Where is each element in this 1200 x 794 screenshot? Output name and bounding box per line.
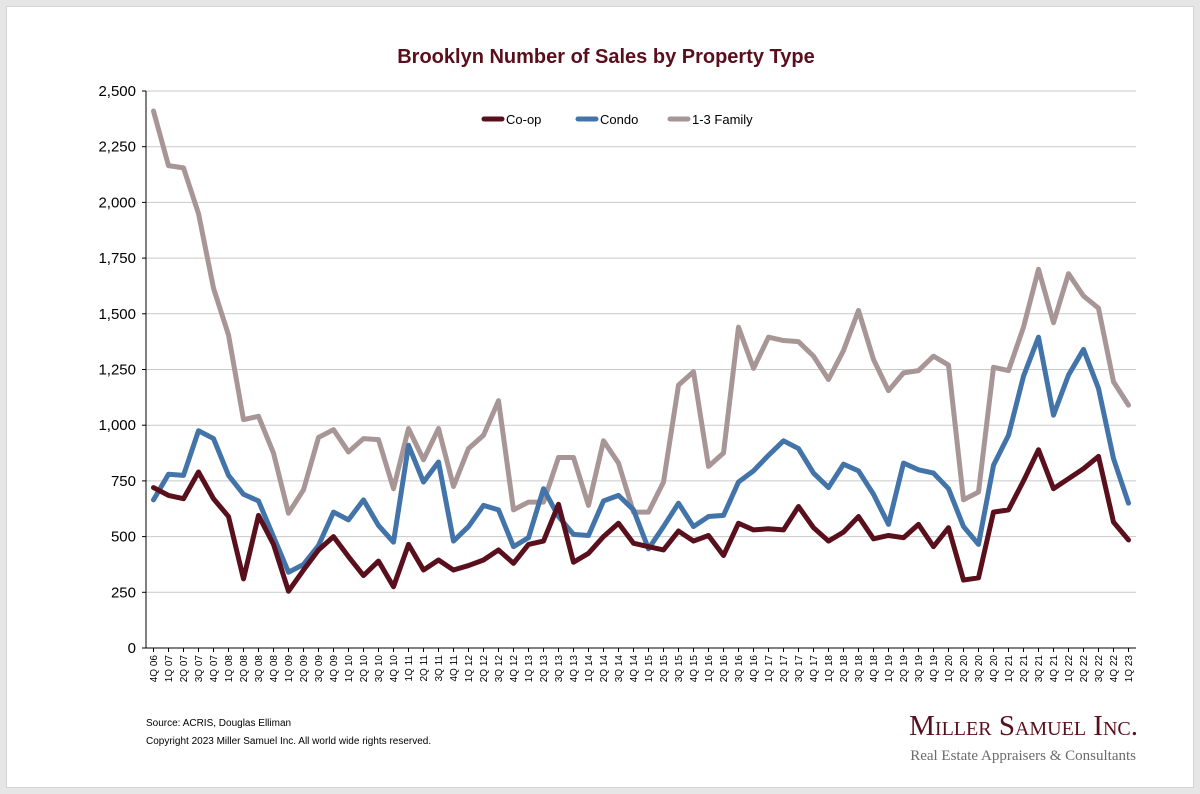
x-tick-label: 4Q 19: [929, 655, 940, 683]
x-tick-label: 2Q 20: [959, 655, 970, 683]
x-tick-label: 1Q 12: [464, 655, 475, 683]
x-tick-label: 3Q 09: [314, 655, 325, 683]
series-lines: [151, 108, 1131, 594]
y-tick-label: 1,500: [98, 306, 136, 323]
x-tick-label: 1Q 13: [524, 655, 535, 683]
x-tick-label: 2Q 19: [899, 655, 910, 683]
x-tick-label: 1Q 21: [1004, 655, 1015, 683]
x-tick-label: 4Q 16: [749, 655, 760, 683]
x-tick-label: 1Q 14: [584, 655, 595, 683]
x-tick-label: 3Q 08: [254, 655, 265, 683]
x-tick-label: 2Q 12: [479, 655, 490, 683]
x-tick-label: 3Q 14: [614, 655, 625, 683]
x-tick-label: 1Q 09: [284, 655, 295, 683]
chart-title: Brooklyn Number of Sales by Property Typ…: [397, 46, 815, 68]
x-tick-label: 3Q 15: [674, 655, 685, 683]
brand-logo-text: Miller Samuel Inc.: [909, 710, 1138, 742]
x-tick-label: 4Q 12: [509, 655, 520, 683]
x-tick-label: 4Q 17: [809, 655, 820, 683]
y-tick-label: 750: [111, 473, 136, 490]
x-tick-label: 3Q 10: [374, 655, 385, 683]
x-tick-label: 1Q 19: [884, 655, 895, 683]
x-tick-label: 4Q 14: [629, 655, 640, 683]
y-tick-label: 2,500: [98, 83, 136, 100]
y-tick-label: 0: [128, 640, 136, 657]
x-tick-label: 2Q 07: [179, 655, 190, 683]
series-line-condo: [151, 334, 1131, 575]
x-tick-label: 2Q 10: [359, 655, 370, 683]
x-tick-label: 1Q 15: [644, 655, 655, 683]
y-tick-label: 250: [111, 584, 136, 601]
x-tick-label: 3Q 17: [794, 655, 805, 683]
legend-label-1-3-family: 1-3 Family: [692, 112, 753, 127]
series-line-1-3-family: [151, 108, 1131, 516]
x-tick-label: 2Q 22: [1079, 655, 1090, 683]
legend-label-co-op: Co-op: [506, 112, 541, 127]
y-tick-label: 1,250: [98, 362, 136, 379]
x-tick-label: 4Q 21: [1049, 655, 1060, 683]
y-tick-label: 1,000: [98, 417, 136, 434]
x-tick-label: 2Q 09: [299, 655, 310, 683]
legend: Co-op Condo 1-3 Family: [481, 112, 753, 127]
x-tick-label: 4Q 18: [869, 655, 880, 683]
x-tick-label: 4Q 11: [449, 655, 460, 682]
x-tick-label: 3Q 12: [494, 655, 505, 683]
series-line-co-op: [151, 447, 1131, 594]
y-tick-label: 2,000: [98, 194, 136, 211]
x-tick-label: 1Q 23: [1124, 655, 1135, 683]
x-tick-label: 1Q 22: [1064, 655, 1075, 683]
y-tick-label: 2,250: [98, 139, 136, 156]
x-tick-label: 1Q 18: [824, 655, 835, 683]
x-tick-label: 3Q 07: [194, 655, 205, 683]
x-tick-label: 1Q 07: [164, 655, 175, 683]
legend-label-condo: Condo: [600, 112, 638, 127]
x-tick-label: 4Q 06: [149, 655, 160, 683]
x-tick-label: 4Q 10: [389, 655, 400, 683]
y-axis: 0 250 500 750 1,000 1,250 1,500 1,750 2,000 2,250…: [98, 83, 147, 657]
x-tick-label: 1Q 16: [704, 655, 715, 683]
x-tick-label: 1Q 11: [404, 655, 415, 682]
x-tick-label: 3Q 21: [1034, 655, 1045, 683]
x-axis: 4Q 06 1Q 07 2Q 07 3Q 07 4Q 07 1Q 08 2Q 08 3Q 08…: [146, 647, 1136, 683]
x-tick-label: 3Q 13: [554, 655, 565, 683]
x-tick-label: 2Q 13: [539, 655, 550, 683]
x-tick-label: 4Q 20: [989, 655, 1000, 683]
x-tick-label: 1Q 08: [224, 655, 235, 683]
x-tick-label: 2Q 21: [1019, 655, 1030, 683]
x-tick-label: 2Q 17: [779, 655, 790, 683]
source-note: Source: ACRIS, Douglas Elliman: [146, 718, 291, 729]
brand-tagline: Real Estate Appraisers & Consultants: [910, 748, 1136, 764]
gridlines: [146, 90, 1136, 593]
copyright-note: Copyright 2023 Miller Samuel Inc. All wo…: [146, 736, 431, 747]
chart-card: [6, 6, 1194, 788]
x-tick-label: 2Q 15: [659, 655, 670, 683]
x-tick-label: 4Q 08: [269, 655, 280, 683]
x-tick-label: 1Q 20: [944, 655, 955, 683]
x-tick-label: 3Q 16: [734, 655, 745, 683]
x-tick-label: 3Q 20: [974, 655, 985, 683]
x-tick-label: 2Q 14: [599, 655, 610, 683]
x-tick-label: 4Q 22: [1109, 655, 1120, 683]
x-tick-label: 2Q 16: [719, 655, 730, 683]
x-tick-label: 3Q 19: [914, 655, 925, 683]
x-tick-label: 2Q 18: [839, 655, 850, 683]
y-tick-label: 500: [111, 529, 136, 546]
y-tick-label: 1,750: [98, 250, 136, 267]
x-tick-label: 4Q 09: [329, 655, 340, 683]
x-tick-label: 3Q 11: [434, 655, 445, 682]
x-tick-label: 1Q 17: [764, 655, 775, 683]
x-tick-label: 2Q 11: [419, 655, 430, 682]
x-tick-label: 3Q 22: [1094, 655, 1105, 683]
x-tick-label: 3Q 18: [854, 655, 865, 683]
x-tick-label: 2Q 08: [239, 655, 250, 683]
x-tick-label: 4Q 15: [689, 655, 700, 683]
x-tick-label: 4Q 13: [569, 655, 580, 683]
x-tick-label: 4Q 07: [209, 655, 220, 683]
x-tick-label: 1Q 10: [344, 655, 355, 683]
